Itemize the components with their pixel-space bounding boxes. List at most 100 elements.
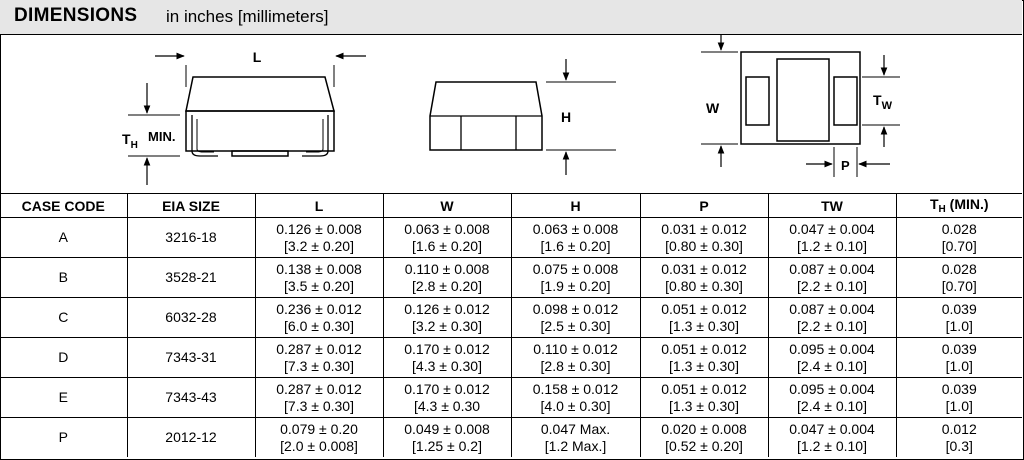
inch-value: 0.079 ± 0.20 bbox=[280, 420, 358, 437]
inch-value: 0.039 bbox=[941, 300, 977, 317]
inch-value: 0.126 ± 0.012 bbox=[404, 300, 490, 317]
l-dimension-cell: 0.126 ± 0.008 [3.2 ± 0.20] bbox=[255, 217, 384, 258]
inch-value: 0.031 ± 0.012 bbox=[661, 220, 747, 237]
inch-value: 0.110 ± 0.012 bbox=[533, 340, 618, 357]
eia-size-cell: 3528-21 bbox=[127, 257, 256, 298]
tw-dimension-cell: 0.095 ± 0.004 [2.4 ± 0.10] bbox=[768, 377, 897, 418]
bottom-view-left-terminal bbox=[745, 76, 770, 126]
header-case-code: CASE CODE bbox=[0, 193, 128, 218]
mm-value: [0.3] bbox=[945, 437, 973, 454]
mm-value: [2.4 ± 0.10] bbox=[797, 397, 867, 414]
mm-value: [0.70] bbox=[941, 237, 977, 254]
inch-value: 0.020 ± 0.008 bbox=[661, 420, 747, 437]
title-main: DIMENSIONS bbox=[14, 5, 138, 26]
eia-size-cell: 2012-12 bbox=[127, 417, 256, 457]
case-code-cell: D bbox=[0, 337, 128, 378]
table-row: A 3216-18 0.126 ± 0.008 [3.2 ± 0.20] 0.063 ±… bbox=[0, 217, 1022, 258]
inch-value: 0.075 ± 0.008 bbox=[532, 260, 619, 277]
inch-value: 0.063 ± 0.008 bbox=[404, 220, 490, 237]
inch-value: 0.047 ± 0.004 bbox=[789, 420, 875, 437]
inch-value: 0.287 ± 0.012 bbox=[276, 340, 362, 357]
case-code-cell: B bbox=[0, 257, 128, 298]
mm-value: [0.70] bbox=[941, 277, 977, 294]
inch-value: 0.087 ± 0.004 bbox=[789, 300, 875, 317]
h-dimension-cell: 0.063 ± 0.008 [1.6 ± 0.20] bbox=[511, 217, 641, 258]
mm-value: [1.2 Max.] bbox=[544, 437, 607, 454]
inch-value: 0.095 ± 0.004 bbox=[789, 380, 875, 397]
mm-value: [1.25 ± 0.2] bbox=[412, 437, 482, 454]
header-eia-size: EIA SIZE bbox=[127, 193, 256, 218]
tw-dimension-cell: 0.087 ± 0.004 [2.2 ± 0.10] bbox=[768, 297, 897, 338]
th-dimension-cell: 0.028 [0.70] bbox=[896, 217, 1022, 258]
inch-value: 0.126 ± 0.008 bbox=[276, 220, 362, 237]
inch-value: 0.087 ± 0.004 bbox=[789, 260, 875, 277]
inch-value: 0.236 ± 0.012 bbox=[276, 300, 362, 317]
mm-value: [1.3 ± 0.30] bbox=[669, 397, 739, 414]
mm-value: [1.0] bbox=[945, 317, 973, 334]
inch-value: 0.098 ± 0.012 bbox=[532, 300, 619, 317]
inch-value: 0.287 ± 0.012 bbox=[276, 380, 362, 397]
table-row: C 6032-28 0.236 ± 0.012 [6.0 ± 0.30] 0.126 ±… bbox=[0, 297, 1022, 338]
mm-value: [6.0 ± 0.30] bbox=[284, 317, 354, 334]
l-dimension-cell: 0.138 ± 0.008 [3.5 ± 0.20] bbox=[255, 257, 384, 298]
side-view-pad bbox=[231, 150, 289, 157]
th-dimension-cell: 0.039 [1.0] bbox=[896, 377, 1022, 418]
th-dimension-cell: 0.039 [1.0] bbox=[896, 337, 1022, 378]
mm-value: [7.3 ± 0.30] bbox=[284, 397, 354, 414]
tw-dimension-cell: 0.087 ± 0.004 [2.2 ± 0.10] bbox=[768, 257, 897, 298]
l-dimension-cell: 0.236 ± 0.012 [6.0 ± 0.30] bbox=[255, 297, 384, 338]
mm-value: [2.0 ± 0.008] bbox=[280, 437, 358, 454]
header-tw: TW bbox=[768, 193, 897, 218]
table-body: A 3216-18 0.126 ± 0.008 [3.2 ± 0.20] 0.063 ±… bbox=[0, 217, 1022, 458]
w-dimension-cell: 0.063 ± 0.008 [1.6 ± 0.20] bbox=[383, 217, 512, 258]
inch-value: 0.051 ± 0.012 bbox=[661, 380, 747, 397]
th-dimension-cell: 0.039 [1.0] bbox=[896, 297, 1022, 338]
case-code-cell: P bbox=[0, 417, 128, 457]
table-row: P 2012-12 0.079 ± 0.20 [2.0 ± 0.008] 0.049 ±… bbox=[0, 417, 1022, 458]
dimensions-table: CASE CODE EIA SIZE L W H P TW TH (MIN.) … bbox=[0, 193, 1022, 457]
side-view-drawing bbox=[128, 52, 366, 185]
mm-value: [4.0 ± 0.30] bbox=[540, 397, 611, 414]
table-header-row: CASE CODE EIA SIZE L W H P TW TH (MIN.) bbox=[0, 193, 1022, 218]
case-code-cell: C bbox=[0, 297, 128, 338]
mm-value: [1.3 ± 0.30] bbox=[669, 357, 739, 374]
h-dimension-cell: 0.110 ± 0.012 [2.8 ± 0.30] bbox=[511, 337, 641, 378]
length-dim-label: L bbox=[253, 49, 262, 65]
p-dimension-cell: 0.051 ± 0.012 [1.3 ± 0.30] bbox=[640, 337, 769, 378]
title-sub: in inches [millimeters] bbox=[166, 7, 329, 26]
mm-value: [1.2 ± 0.10] bbox=[797, 437, 867, 454]
mm-value: [2.2 ± 0.10] bbox=[797, 317, 867, 334]
header-w: W bbox=[383, 193, 512, 218]
header-h: H bbox=[511, 193, 641, 218]
dimension-drawings: L TH MIN. H W TW P bbox=[122, 35, 900, 185]
p-dimension-cell: 0.051 ± 0.012 [1.3 ± 0.30] bbox=[640, 377, 769, 418]
mm-value: [3.2 ± 0.30] bbox=[412, 317, 482, 334]
tw-dimension-cell: 0.047 ± 0.004 [1.2 ± 0.10] bbox=[768, 217, 897, 258]
tw-dimension-cell: 0.047 ± 0.004 [1.2 ± 0.10] bbox=[768, 417, 897, 457]
l-dimension-cell: 0.287 ± 0.012 [7.3 ± 0.30] bbox=[255, 377, 384, 418]
bottom-view-drawing bbox=[701, 35, 900, 177]
table-row: B 3528-21 0.138 ± 0.008 [3.5 ± 0.20] 0.110 ±… bbox=[0, 257, 1022, 298]
mm-value: [3.2 ± 0.20] bbox=[284, 237, 354, 254]
tw-dimension-cell: 0.095 ± 0.004 [2.4 ± 0.10] bbox=[768, 337, 897, 378]
bottom-view-right-terminal bbox=[833, 76, 858, 126]
l-dimension-cell: 0.079 ± 0.20 [2.0 ± 0.008] bbox=[255, 417, 384, 457]
w-dimension-cell: 0.126 ± 0.012 [3.2 ± 0.30] bbox=[383, 297, 512, 338]
inch-value: 0.047 ± 0.004 bbox=[789, 220, 875, 237]
mm-value: [0.80 ± 0.30] bbox=[665, 237, 743, 254]
p-dim-label: P bbox=[841, 158, 850, 173]
end-view-drawing bbox=[429, 59, 616, 175]
h-dimension-cell: 0.158 ± 0.012 [4.0 ± 0.30] bbox=[511, 377, 641, 418]
mm-value: [2.5 ± 0.30] bbox=[540, 317, 611, 334]
side-view-top bbox=[185, 76, 335, 112]
h-dimension-cell: 0.098 ± 0.012 [2.5 ± 0.30] bbox=[511, 297, 641, 338]
mm-value: [1.6 ± 0.20] bbox=[412, 237, 482, 254]
header-l: L bbox=[255, 193, 384, 218]
inch-value: 0.039 bbox=[941, 380, 977, 397]
th-dimension-cell: 0.012 [0.3] bbox=[896, 418, 1022, 458]
mm-value: [1.9 ± 0.20] bbox=[540, 277, 611, 294]
inch-value: 0.049 ± 0.008 bbox=[404, 420, 490, 437]
mm-value: [0.52 ± 0.20] bbox=[665, 437, 743, 454]
h-dimension-cell: 0.075 ± 0.008 [1.9 ± 0.20] bbox=[511, 257, 641, 298]
p-dimension-cell: 0.031 ± 0.012 [0.80 ± 0.30] bbox=[640, 257, 769, 298]
